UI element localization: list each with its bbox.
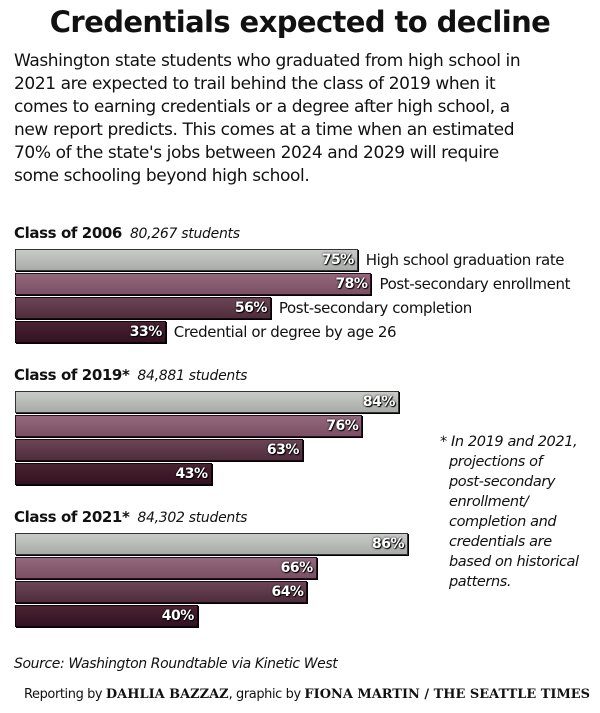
group-student-count: 84,302 students bbox=[137, 510, 248, 526]
group-heading: Class of 2019* 84,881 students bbox=[14, 364, 247, 386]
group-name: Class of 2019* bbox=[14, 366, 130, 384]
category-label: Post-secondary completion bbox=[278, 299, 472, 317]
chart-title-wrap: Credentials expected to decline bbox=[0, 4, 600, 42]
credit-line: Reporting by DAHLIA BAZZAZ, graphic by F… bbox=[24, 686, 590, 704]
group-heading: Class of 2006 80,267 students bbox=[14, 222, 240, 244]
intro-line: 2021 are expected to trail behind the cl… bbox=[14, 74, 496, 94]
bar: 63% bbox=[15, 439, 303, 461]
footnote-line: based on historical bbox=[449, 554, 579, 570]
credit-reporter: DAHLIA BAZZAZ bbox=[105, 687, 229, 702]
bar: 56% bbox=[15, 297, 271, 319]
bar: 40% bbox=[15, 605, 198, 627]
bar: 86% bbox=[15, 533, 409, 555]
bar-value-label: 64% bbox=[271, 584, 304, 600]
footnote-line: credentials are bbox=[449, 534, 552, 550]
group-name: Class of 2006 bbox=[14, 224, 122, 242]
credit-artist: FIONA MARTIN / THE SEATTLE TIMES bbox=[304, 687, 591, 702]
intro-line: comes to earning credentials or a degree… bbox=[14, 97, 510, 117]
bar: 76% bbox=[15, 415, 363, 437]
bar-value-label: 78% bbox=[335, 276, 368, 292]
intro-line: 70% of the state's jobs between 2024 and… bbox=[14, 143, 499, 163]
bar-value-label: 66% bbox=[280, 560, 314, 576]
footnote-line: enrollment/ bbox=[449, 494, 529, 510]
source-note: Source: Washington Roundtable via Kineti… bbox=[14, 656, 338, 672]
bar: 78% bbox=[15, 273, 372, 295]
bar: 84% bbox=[15, 391, 399, 413]
bar: 33% bbox=[15, 321, 166, 343]
bar-value-label: 43% bbox=[175, 466, 208, 482]
bar: 75% bbox=[15, 249, 358, 271]
credit-middle: , graphic by bbox=[228, 687, 305, 702]
chart-title: Credentials expected to decline bbox=[49, 5, 551, 39]
group-name: Class of 2021* bbox=[14, 508, 130, 526]
footnote-line: patterns. bbox=[449, 574, 512, 590]
bar-value-label: 33% bbox=[129, 324, 163, 340]
group-student-count: 84,881 students bbox=[137, 368, 248, 384]
bar: 43% bbox=[15, 463, 212, 485]
category-label: Post-secondary enrollment bbox=[379, 275, 571, 293]
category-label: High school graduation rate bbox=[365, 251, 565, 269]
bar-value-label: 63% bbox=[266, 442, 300, 458]
bar-value-label: 84% bbox=[362, 394, 396, 410]
bar-value-label: 56% bbox=[234, 300, 268, 316]
footnote-line: post-secondary bbox=[449, 474, 556, 490]
footnote-line: * In 2019 and 2021, bbox=[440, 434, 578, 450]
group-student-count: 80,267 students bbox=[129, 226, 240, 242]
intro-line: some schooling beyond high school. bbox=[14, 166, 310, 186]
bar: 64% bbox=[15, 581, 308, 603]
footnote-line: completion and bbox=[449, 514, 557, 530]
bar-value-label: 76% bbox=[326, 418, 359, 434]
credit-prefix: Reporting by bbox=[24, 687, 106, 702]
bar-value-label: 40% bbox=[161, 608, 195, 624]
intro-line: new report predicts. This comes at a tim… bbox=[14, 120, 515, 140]
category-label: Credential or degree by age 26 bbox=[173, 323, 397, 341]
intro-line: Washington state students who graduated … bbox=[14, 51, 521, 71]
footnote-line: projections of bbox=[449, 454, 543, 470]
bar-value-label: 86% bbox=[372, 536, 405, 552]
bar-value-label: 75% bbox=[321, 252, 355, 268]
group-heading: Class of 2021* 84,302 students bbox=[14, 506, 247, 528]
bar: 66% bbox=[15, 557, 317, 579]
